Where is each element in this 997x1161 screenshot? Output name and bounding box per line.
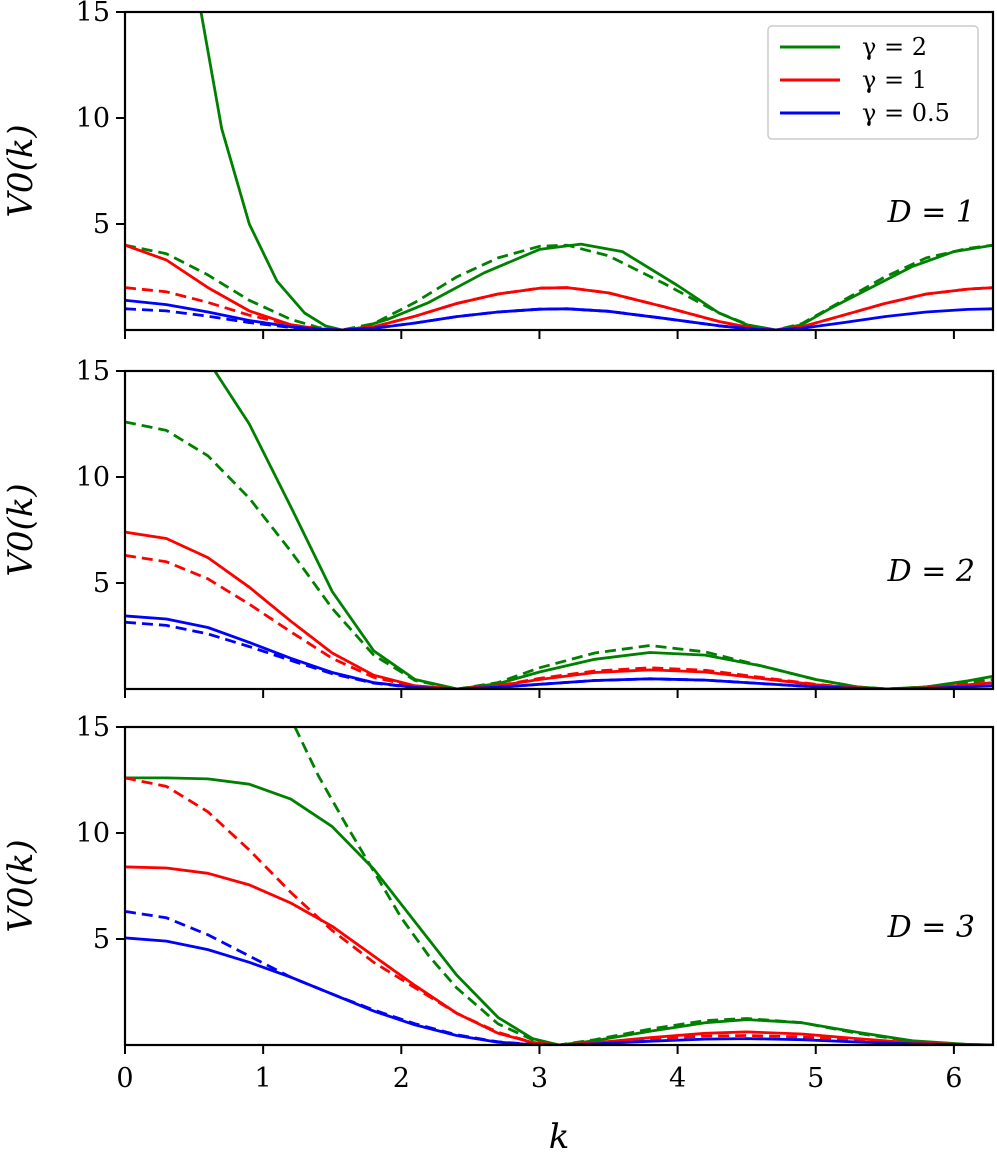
legend-box: [767, 25, 979, 140]
panel-1: 5 10 15 V0(k) D = 1: [1, 0, 995, 339]
y-axis-label: V0(k): [1, 483, 41, 576]
x-tick-label: 5: [807, 1063, 824, 1094]
y-tick-label: 10: [76, 462, 110, 493]
series-line-6: [125, 910, 560, 1045]
y-tick-label: 10: [76, 103, 110, 134]
series-line-2: [125, 420, 993, 689]
axes-frame: [123, 369, 995, 691]
legend-entry-label: γ = 2: [862, 33, 927, 61]
y-tick-label: 15: [76, 356, 110, 387]
x-tick-label: 0: [116, 1063, 133, 1094]
series-line-1: [213, 371, 993, 689]
axes-frame: [123, 10, 995, 332]
series-group: [125, 12, 993, 330]
series-line-4: [125, 776, 993, 1045]
legend: γ = 2 γ = 1 γ = 0.5: [767, 25, 979, 140]
panel-2: 5 10 15 V0(k) D = 2: [1, 356, 995, 698]
series-line-3: [125, 865, 993, 1045]
series-line-6: [125, 307, 777, 330]
series-line-2: [293, 727, 993, 1045]
panel-3: 0 1 2 3 4 5 6 5 10 15 V0(k) D = 3: [1, 712, 995, 1094]
series-group: [125, 371, 993, 689]
y-tick-label: 15: [76, 0, 110, 28]
y-tick-label: 5: [93, 924, 110, 955]
y-tick-label: 5: [93, 209, 110, 240]
series-group: [125, 727, 993, 1045]
x-tick-label: 1: [255, 1063, 272, 1094]
x-tick-label: 3: [531, 1063, 548, 1094]
y-tick-label: 10: [76, 818, 110, 849]
y-axis-label: V0(k): [1, 839, 41, 932]
series-line-2: [125, 243, 993, 330]
series-line-1: [125, 776, 993, 1045]
legend-entry-label: γ = 0.5: [862, 99, 950, 127]
series-line-4: [125, 286, 993, 330]
panel-label: D = 1: [887, 195, 975, 230]
x-tick-label: 2: [393, 1063, 410, 1094]
series-line-5: [125, 298, 993, 330]
series-line-3: [125, 530, 993, 689]
y-tick-label: 15: [76, 712, 110, 743]
panel-label: D = 3: [887, 910, 975, 945]
panel-label: D = 2: [887, 554, 975, 589]
legend-entry-label: γ = 1: [862, 66, 927, 94]
axes-frame: [123, 725, 995, 1047]
y-tick-label: 5: [93, 568, 110, 599]
x-tick-label: 6: [945, 1063, 962, 1094]
series-line-5: [125, 936, 993, 1045]
y-axis-label: V0(k): [1, 124, 41, 217]
series-line-4: [125, 554, 993, 689]
x-axis-label: k: [549, 1117, 570, 1156]
x-tick-label: 4: [669, 1063, 686, 1094]
